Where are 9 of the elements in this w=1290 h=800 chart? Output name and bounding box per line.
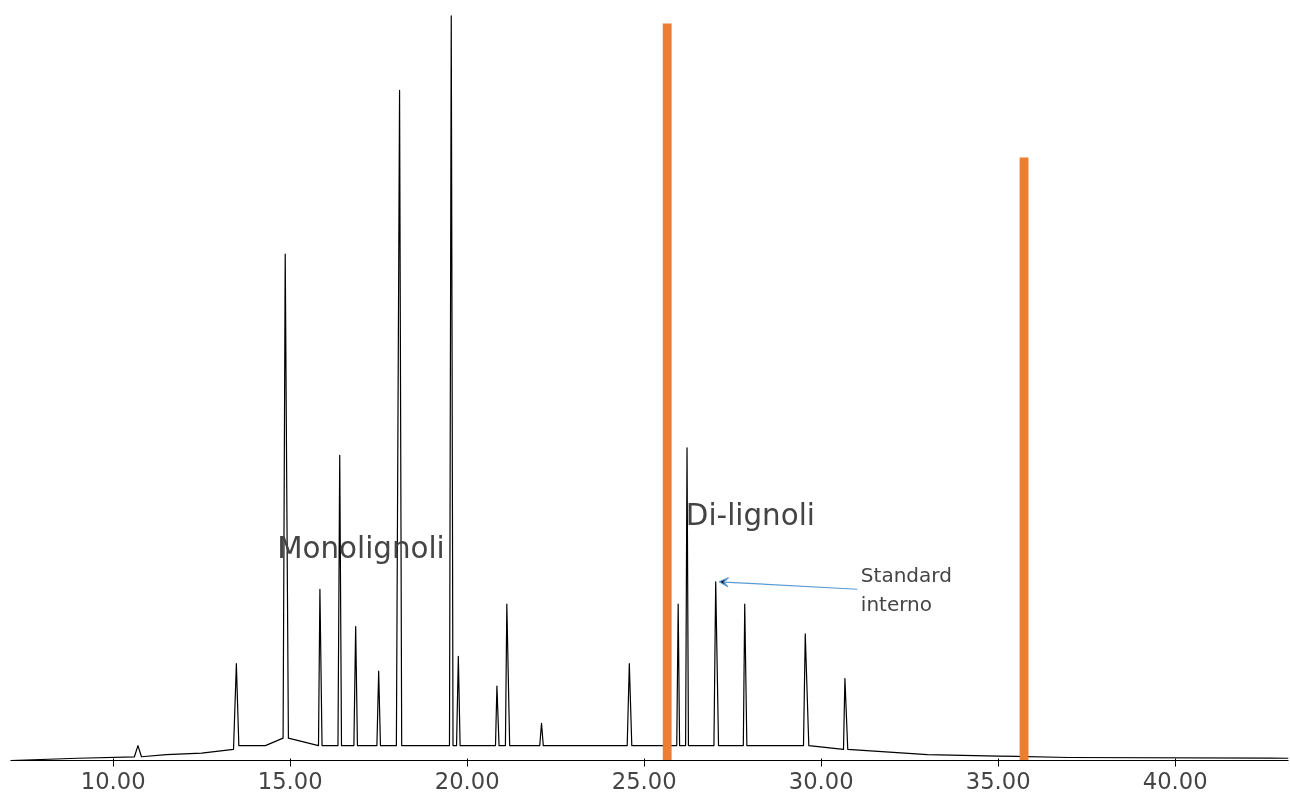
x-tick-label: 25.00 [611,767,677,794]
x-tick-label: 30.00 [788,767,854,794]
annotation: Di-lignoli [685,497,815,532]
x-tick-label: 10.00 [80,767,146,794]
x-tick-label: 35.00 [965,767,1031,794]
x-tick-label: 40.00 [1142,767,1208,794]
x-tick-label: 20.00 [434,767,500,794]
annotation: Standard interno [860,562,952,616]
x-tick-label: 15.00 [257,767,323,794]
